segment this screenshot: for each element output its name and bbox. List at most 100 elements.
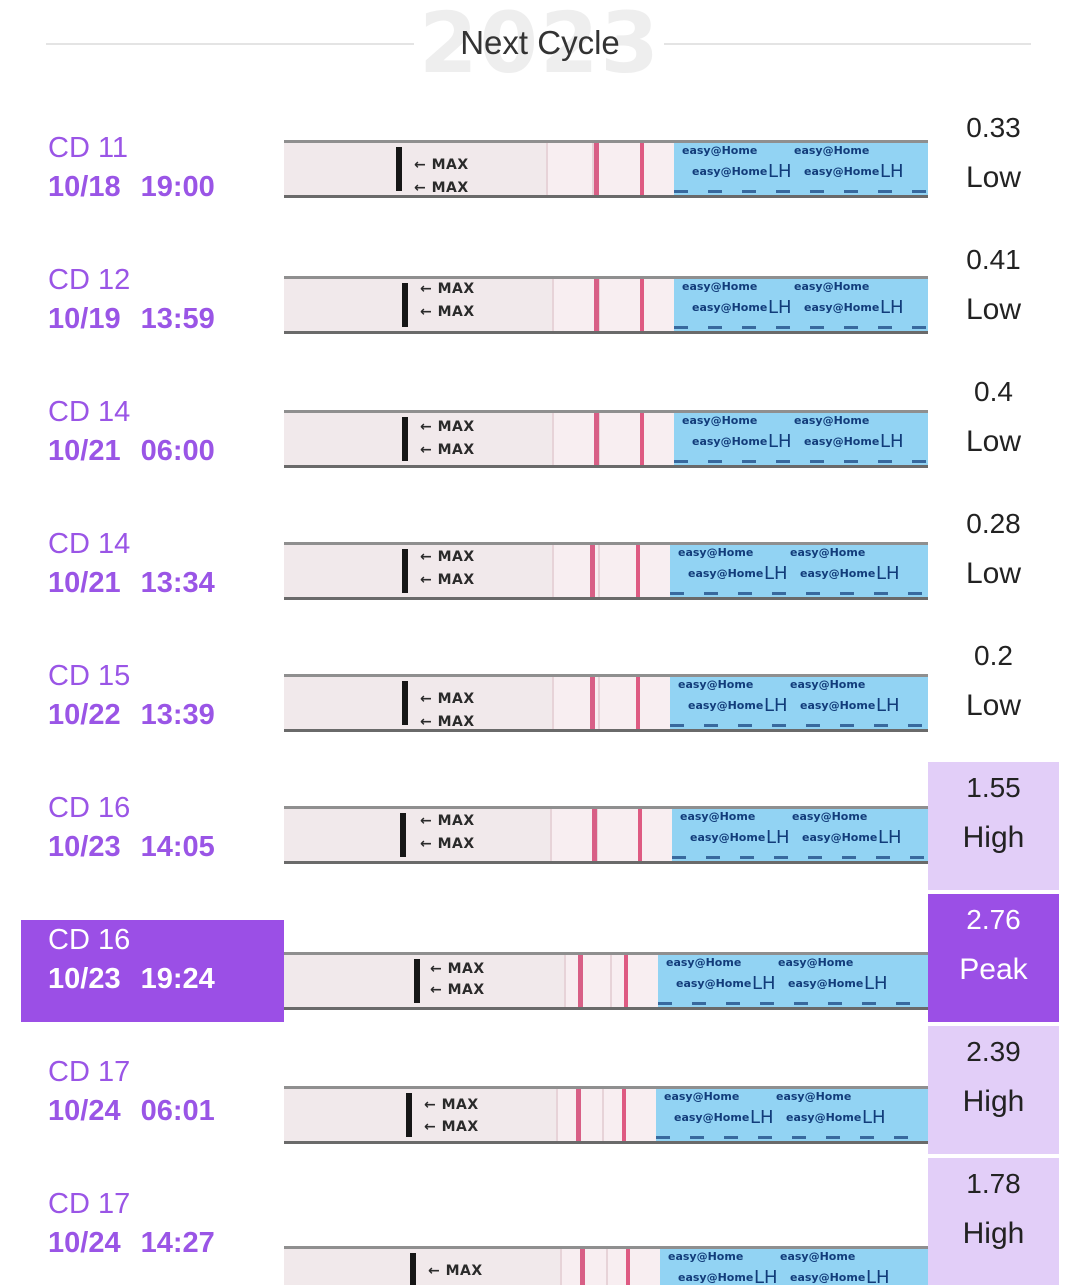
lh-result[interactable]: 0.2 Low	[928, 630, 1059, 758]
max-line-label: ← MAX	[424, 1119, 479, 1135]
entry-label[interactable]: CD 12 10/19 13:59	[21, 260, 284, 362]
lh-result[interactable]: 0.4 Low	[928, 366, 1059, 494]
test-strip-photo[interactable]: ← MAX ← MAX easy@Home easy@Home easy@Hom…	[284, 952, 928, 1010]
strip-separator	[546, 143, 548, 195]
lh-result[interactable]: 0.33 Low	[928, 102, 1059, 230]
cycle-day: CD 15	[48, 660, 131, 692]
strip-wrapper: easy@Home easy@Home easy@Home LH easy@Ho…	[674, 143, 928, 195]
brand-text: easy@Home	[674, 1111, 750, 1124]
max-line-label: ← MAX	[420, 813, 475, 829]
max-line-label: ← MAX	[420, 304, 475, 320]
strip-handle-mark	[414, 959, 420, 1003]
control-line	[640, 279, 644, 331]
test-entry-row[interactable]: CD 12 10/19 13:59 ← MAX ← MAX easy@Home …	[0, 244, 1080, 392]
brand-text: easy@Home	[800, 567, 876, 580]
test-entry-row[interactable]: CD 15 10/22 13:39 ← MAX ← MAX easy@Home …	[0, 640, 1080, 788]
lh-text: LH	[766, 827, 790, 848]
strip-result-zone	[552, 677, 682, 729]
entry-label[interactable]: CD 14 10/21 06:00	[21, 392, 284, 494]
brand-text: easy@Home	[792, 810, 868, 823]
strip-separator	[552, 677, 554, 729]
strip-result-zone	[550, 809, 680, 861]
lh-level: Peak	[959, 953, 1028, 986]
entry-label[interactable]: CD 14 10/21 13:34	[21, 524, 284, 626]
test-strip-photo[interactable]: ← MAX ← MAX easy@Home easy@Home easy@Hom…	[284, 1246, 928, 1285]
strip-separator	[610, 955, 612, 1007]
lh-ratio-value: 0.28	[966, 508, 1021, 539]
strip-separator	[606, 1249, 608, 1285]
test-line	[594, 279, 599, 331]
entry-label[interactable]: CD 11 10/18 19:00	[21, 128, 284, 230]
lh-text: LH	[876, 695, 900, 716]
test-entry-row[interactable]: CD 16 10/23 14:05 ← MAX ← MAX easy@Home …	[0, 762, 1080, 920]
test-entry-row[interactable]: CD 14 10/21 06:00 ← MAX ← MAX easy@Home …	[0, 376, 1080, 524]
cycle-day: CD 14	[48, 396, 131, 428]
lh-level: Low	[965, 689, 1022, 722]
test-entry-row[interactable]: CD 17 10/24 14:27 ← MAX ← MAX easy@Home …	[0, 1158, 1080, 1285]
control-line	[626, 1249, 630, 1285]
lh-text: LH	[864, 973, 888, 994]
brand-text: easy@Home	[668, 1250, 744, 1263]
test-line	[576, 1089, 581, 1141]
max-line-label: ← MAX	[428, 1263, 483, 1279]
brand-text: easy@Home	[692, 435, 768, 448]
max-line-label: ← MAX	[420, 442, 475, 458]
wrapper-print	[672, 856, 928, 859]
test-entry-row[interactable]: CD 14 10/21 13:34 ← MAX ← MAX easy@Home …	[0, 508, 1080, 656]
test-datetime: 10/23 19:24	[48, 963, 215, 995]
test-strip-photo[interactable]: ← MAX ← MAX easy@Home easy@Home easy@Hom…	[284, 674, 928, 732]
brand-text: easy@Home	[790, 1271, 866, 1284]
cycle-day: CD 17	[48, 1188, 131, 1220]
brand-text: easy@Home	[692, 301, 768, 314]
entry-label[interactable]: CD 15 10/22 13:39	[21, 656, 284, 758]
lh-result[interactable]: 2.76 Peak	[928, 894, 1059, 1022]
lh-ratio-value: 0.2	[974, 640, 1013, 671]
test-strip-photo[interactable]: ← MAX ← MAX easy@Home easy@Home easy@Hom…	[284, 1086, 928, 1144]
max-line-label: ← MAX	[420, 836, 475, 852]
strip-result-zone	[552, 545, 682, 597]
strip-handle-mark	[396, 147, 402, 191]
test-datetime: 10/24 06:01	[48, 1095, 215, 1127]
lh-ratio-value: 2.39	[966, 1036, 1021, 1067]
max-line-label: ← MAX	[420, 714, 475, 730]
entry-label[interactable]: CD 17 10/24 14:27	[21, 1184, 284, 1285]
max-line-label: ← MAX	[420, 572, 475, 588]
strip-handle-mark	[400, 813, 406, 857]
max-line-label: ← MAX	[430, 961, 485, 977]
lh-result[interactable]: 2.39 High	[928, 1026, 1059, 1154]
test-strip-photo[interactable]: ← MAX ← MAX easy@Home easy@Home easy@Hom…	[284, 276, 928, 334]
cycle-header: 2023 Next Cycle	[0, 0, 1080, 92]
brand-text: easy@Home	[790, 546, 866, 559]
lh-level: High	[962, 1217, 1025, 1250]
test-strip-photo[interactable]: ← MAX ← MAX easy@Home easy@Home easy@Hom…	[284, 806, 928, 864]
lh-result[interactable]: 0.41 Low	[928, 234, 1059, 362]
lh-result[interactable]: 0.28 Low	[928, 498, 1059, 626]
brand-text: easy@Home	[678, 678, 754, 691]
lh-text: LH	[764, 695, 788, 716]
lh-text: LH	[862, 1107, 886, 1128]
header-divider-right	[664, 43, 1031, 45]
strip-separator	[602, 1089, 604, 1141]
max-line-label: ← MAX	[420, 281, 475, 297]
brand-text: easy@Home	[778, 956, 854, 969]
entry-label[interactable]: CD 17 10/24 06:01	[21, 1052, 284, 1154]
strip-handle-mark	[406, 1093, 412, 1137]
test-entry-row[interactable]: CD 11 10/18 19:00 ← MAX ← MAX easy@Home …	[0, 112, 1080, 260]
wrapper-print	[674, 190, 928, 193]
test-strip-photo[interactable]: ← MAX ← MAX easy@Home easy@Home easy@Hom…	[284, 410, 928, 468]
lh-result[interactable]: 1.55 High	[928, 762, 1059, 890]
strip-separator	[598, 279, 600, 331]
test-line	[592, 809, 597, 861]
lh-result[interactable]: 1.78 High	[928, 1158, 1059, 1285]
header-divider-left	[46, 43, 414, 45]
entry-label[interactable]: CD 16 10/23 19:24	[21, 920, 284, 1022]
test-strip-photo[interactable]: ← MAX ← MAX easy@Home easy@Home easy@Hom…	[284, 542, 928, 600]
strip-handle-mark	[402, 417, 408, 461]
test-line	[578, 955, 583, 1007]
brand-text: easy@Home	[780, 1250, 856, 1263]
entry-label[interactable]: CD 16 10/23 14:05	[21, 788, 284, 890]
test-entry-row[interactable]: CD 16 10/23 19:24 ← MAX ← MAX easy@Home …	[0, 894, 1080, 1052]
strip-handle-mark	[402, 549, 408, 593]
test-strip-photo[interactable]: ← MAX ← MAX easy@Home easy@Home easy@Hom…	[284, 140, 928, 198]
test-entry-row[interactable]: CD 17 10/24 06:01 ← MAX ← MAX easy@Home …	[0, 1026, 1080, 1184]
